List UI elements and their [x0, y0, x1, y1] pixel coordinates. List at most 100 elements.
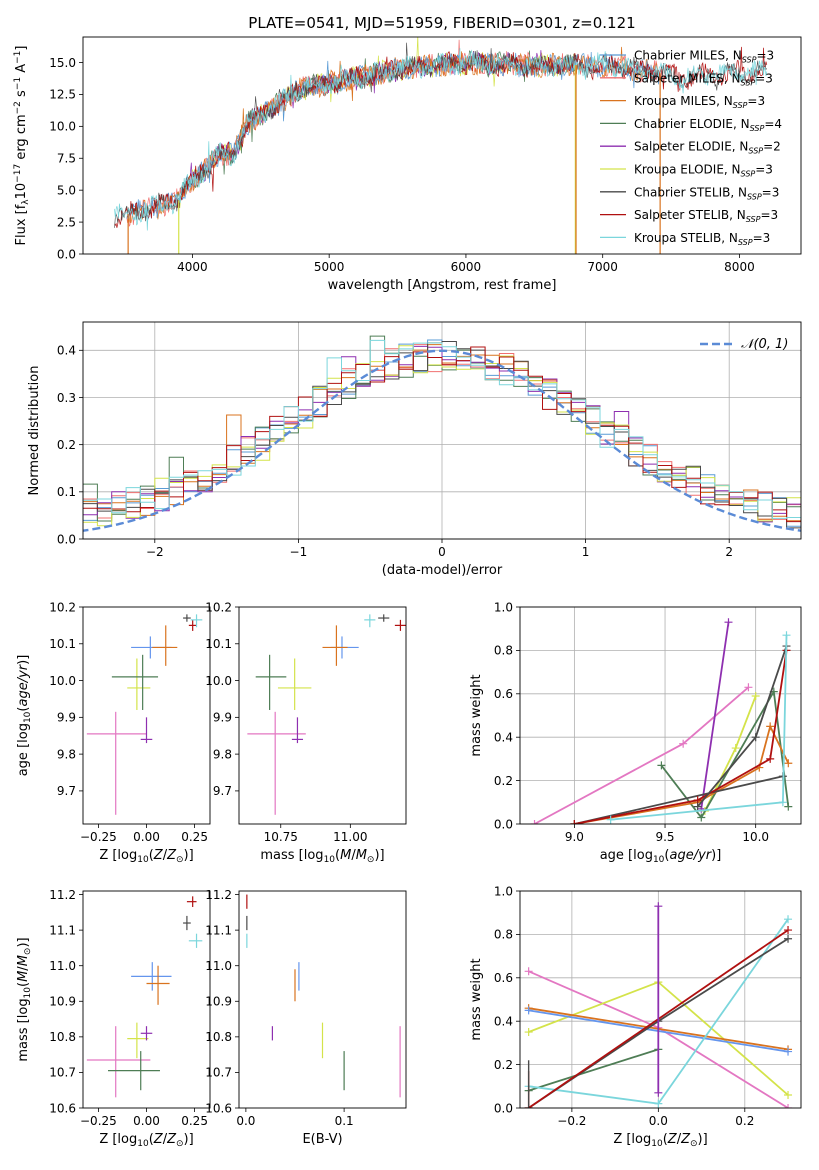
- y-tick-label: 0.1: [57, 485, 76, 499]
- weight-line: [700, 622, 730, 809]
- errorbar-point: [111, 654, 159, 710]
- legend-entry: Salpeter MILES, NSSP=3: [634, 71, 773, 87]
- weight-marker: [784, 915, 793, 924]
- x-tick-label: −1: [290, 545, 308, 559]
- errorbar-point: [247, 711, 306, 815]
- spectrum-legend: Chabrier MILES, NSSP=3 Salpeter MILES, NS…: [600, 49, 782, 247]
- spectrum-lines: [114, 37, 768, 254]
- mass_vs_Z-axes: −0.25 0.00 0.25 10.6 10.7 10.8 10.9 11.0 11.1 11.…: [49, 888, 208, 1128]
- x-tick-label: 0.25: [181, 1114, 208, 1128]
- weight-marker: [766, 754, 775, 763]
- weight-marker: [679, 739, 688, 748]
- mass_vs_ebv-axes: 0.0 0.1 10.6 10.7 10.8 10.9 11.0 11.1 11.2: [205, 888, 353, 1128]
- weight-marker: [751, 733, 760, 742]
- weight_vs_Z-xlabel: Z [log10(Z/Z⊙)]: [613, 1132, 707, 1149]
- errorbar-point: [188, 933, 203, 948]
- weight-marker: [744, 683, 753, 692]
- x-tick-label: −0.25: [80, 830, 117, 844]
- y-tick-label: 0.4: [57, 344, 76, 358]
- weight-marker: [524, 967, 533, 976]
- errorbar-point: [190, 614, 203, 628]
- y-tick-label: 9.9: [57, 711, 76, 725]
- y-tick-label: 10.9: [49, 995, 76, 1009]
- legend-entry: Chabrier STELIB, NSSP=3: [634, 185, 779, 201]
- weight_vs_age-frame: [519, 606, 802, 825]
- errorbar-point: [140, 1026, 153, 1041]
- errorbar-point: [86, 711, 147, 815]
- x-tick-label: 8000: [724, 260, 755, 274]
- y-tick-label: 11.0: [205, 959, 232, 973]
- legend-entry: Kroupa STELIB, NSSP=3: [634, 231, 770, 247]
- legend-entry: Kroupa ELODIE, NSSP=3: [634, 163, 773, 179]
- y-tick-label: 0.0: [57, 247, 76, 261]
- age_vs_Z-frame: [82, 606, 211, 825]
- x-tick-label: 0.2: [735, 1114, 754, 1128]
- x-tick-label: 5000: [314, 260, 345, 274]
- mass_vs_Z-xlabel: Z [log10(Z/Z⊙)]: [99, 1132, 193, 1149]
- y-tick-label: 10.9: [205, 995, 232, 1009]
- y-tick-label: 9.8: [57, 747, 76, 761]
- y-tick-label: 1.0: [494, 600, 513, 614]
- legend-entry: Salpeter STELIB, NSSP=3: [634, 208, 778, 224]
- y-tick-label: 0.0: [494, 1101, 513, 1115]
- legend-entry: Kroupa MILES, NSSP=3: [634, 94, 765, 110]
- weight-marker: [778, 798, 787, 807]
- residuals-frame: [82, 321, 802, 540]
- y-tick-label: 11.1: [49, 923, 76, 937]
- y-tick-label: 10.2: [205, 600, 232, 614]
- weight-marker: [524, 1006, 533, 1015]
- x-tick-label: −2: [146, 545, 164, 559]
- weight_vs_Z-ylabel: mass weight: [469, 958, 484, 1040]
- weight-marker: [654, 902, 663, 911]
- errorbar-point: [277, 658, 312, 710]
- x-tick-label: 9.5: [655, 830, 674, 844]
- y-tick-label: 10.6: [205, 1101, 232, 1115]
- weight-marker: [751, 691, 760, 700]
- errorbar-point: [394, 619, 406, 631]
- mass_vs_ebv-frame: [238, 890, 407, 1109]
- y-tick-label: 10.0: [49, 674, 76, 688]
- age_vs_mass-axes: 10.75 11.00 9.7 9.8 9.9 10.0 10.1 10.2: [205, 600, 367, 844]
- weight-line: [528, 1048, 659, 1092]
- weight-marker: [784, 759, 793, 768]
- y-tick-label: 0.8: [494, 928, 513, 942]
- y-tick-label: 0.4: [494, 1015, 513, 1029]
- y-tick-label: 10.0: [205, 674, 232, 688]
- spectrum-frame: [82, 36, 802, 255]
- mass_vs_Z-frame: [82, 890, 211, 1109]
- x-tick-label: 0.00: [133, 830, 160, 844]
- errorbar-point: [183, 915, 191, 931]
- weight-marker: [654, 1088, 663, 1097]
- weight-marker: [570, 820, 579, 824]
- y-tick-label: 11.2: [205, 888, 232, 902]
- y-tick-label: 10.6: [49, 1101, 76, 1115]
- errorbar-point: [127, 1022, 149, 1059]
- residuals-legend: 𝒩(0, 1): [700, 337, 788, 352]
- weight_vs_Z-frame: [519, 890, 802, 1109]
- y-tick-label: 10.2: [49, 600, 76, 614]
- x-tick-label: 7000: [587, 260, 618, 274]
- age_vs_mass-xlabel: mass [log10(M/M⊙)]: [260, 848, 384, 865]
- weight-marker: [784, 802, 793, 811]
- errorbar-point: [131, 962, 172, 991]
- x-tick-label: 0: [438, 545, 446, 559]
- x-tick-label: 11.00: [333, 830, 367, 844]
- errorbar-point: [140, 717, 153, 744]
- age_vs_Z-axes: −0.25 0.00 0.25 9.7 9.8 9.9 10.0 10.1 10.2: [49, 600, 208, 844]
- gaussian-curve: [83, 349, 801, 532]
- y-tick-label: 7.5: [57, 152, 76, 166]
- y-tick-label: 0.6: [494, 971, 513, 985]
- y-tick-label: 10.7: [49, 1066, 76, 1080]
- x-tick-label: 0.00: [133, 1114, 160, 1128]
- weight_vs_age-ylabel: mass weight: [469, 674, 484, 756]
- age_vs_mass-points: [247, 614, 406, 815]
- weight-marker: [784, 1047, 793, 1056]
- y-tick-label: 10.8: [49, 1030, 76, 1044]
- x-tick-label: 10.0: [742, 830, 769, 844]
- mass_vs_Z-points: [86, 896, 203, 1098]
- legend-entry: Chabrier MILES, NSSP=3: [634, 49, 774, 65]
- y-tick-label: 0.6: [494, 687, 513, 701]
- residual-histogram: [83, 339, 801, 519]
- weight-marker: [524, 1028, 533, 1037]
- weight-marker: [782, 631, 791, 640]
